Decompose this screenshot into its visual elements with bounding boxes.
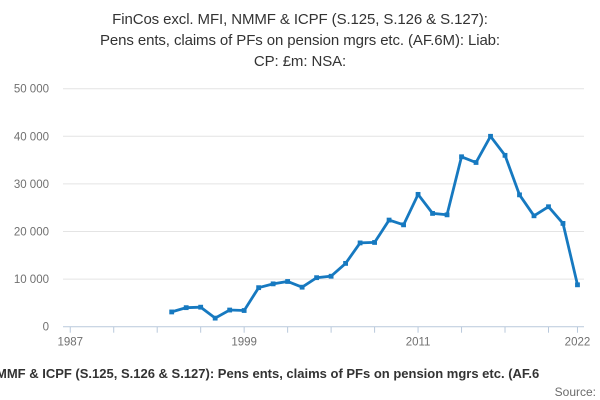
series-data-point (430, 211, 435, 216)
x-axis-tick-label: 2022 (565, 337, 591, 349)
series-data-point (531, 213, 537, 219)
series-data-point (328, 273, 334, 279)
series-data-point (401, 222, 406, 228)
series-data-point (386, 217, 392, 223)
series-data-point (227, 307, 233, 313)
series-data-point (314, 275, 320, 281)
chart-title-line-1: FinCos excl. MFI, NMMF & ICPF (S.125, S.… (112, 11, 488, 28)
y-axis-tick-label: 0 (43, 322, 49, 334)
x-axis-tick-label: 2011 (406, 337, 431, 349)
series-data-point (270, 281, 276, 287)
series-data-point (459, 154, 464, 160)
chart-title-line-3: CP: £m: NSA: (253, 53, 347, 70)
series-data-point (488, 133, 493, 139)
series-data-point (372, 240, 377, 245)
series-data-point (546, 204, 551, 210)
x-axis-tick-label: 1999 (231, 337, 257, 349)
series-data-point (241, 308, 247, 313)
series-data-point (444, 212, 450, 218)
series-data-point (256, 285, 262, 291)
footer-series-label-clip: MMF & ICPF (S.125, S.126 & S.127): Pens … (0, 366, 600, 385)
series-data-point (560, 221, 566, 226)
y-axis-tick-label: 40 000 (14, 131, 49, 143)
series-data-point (357, 240, 363, 246)
series-data-point (212, 315, 218, 321)
series-data-point (198, 304, 204, 310)
series-data-point (517, 192, 522, 198)
chart-title: FinCos excl. MFI, NMMF & ICPF (S.125, S.… (0, 9, 600, 72)
series-data-point (473, 160, 479, 165)
y-axis-tick-label: 20 000 (14, 227, 49, 239)
y-axis-tick-label: 10 000 (14, 274, 49, 286)
series-data-point (299, 284, 305, 290)
series-data-point (183, 305, 189, 311)
series-data-point (285, 279, 291, 284)
footer-series-label: MMF & ICPF (S.125, S.126 & S.127): Pens … (0, 366, 540, 381)
series-data-point (575, 282, 580, 288)
series-data-point (415, 191, 421, 197)
y-axis-tick-label: 30 000 (14, 179, 49, 191)
x-axis-tick-label: 1987 (57, 337, 83, 349)
series-line (171, 133, 579, 320)
series-data-point (169, 309, 175, 315)
series-data-point (502, 152, 508, 158)
footer-source-label: Source: (554, 385, 596, 399)
chart-title-line-2: Pens ents, claims of PFs on pension mgrs… (100, 32, 500, 49)
y-axis-tick-label: 50 000 (14, 84, 49, 96)
series-data-point (343, 260, 349, 266)
